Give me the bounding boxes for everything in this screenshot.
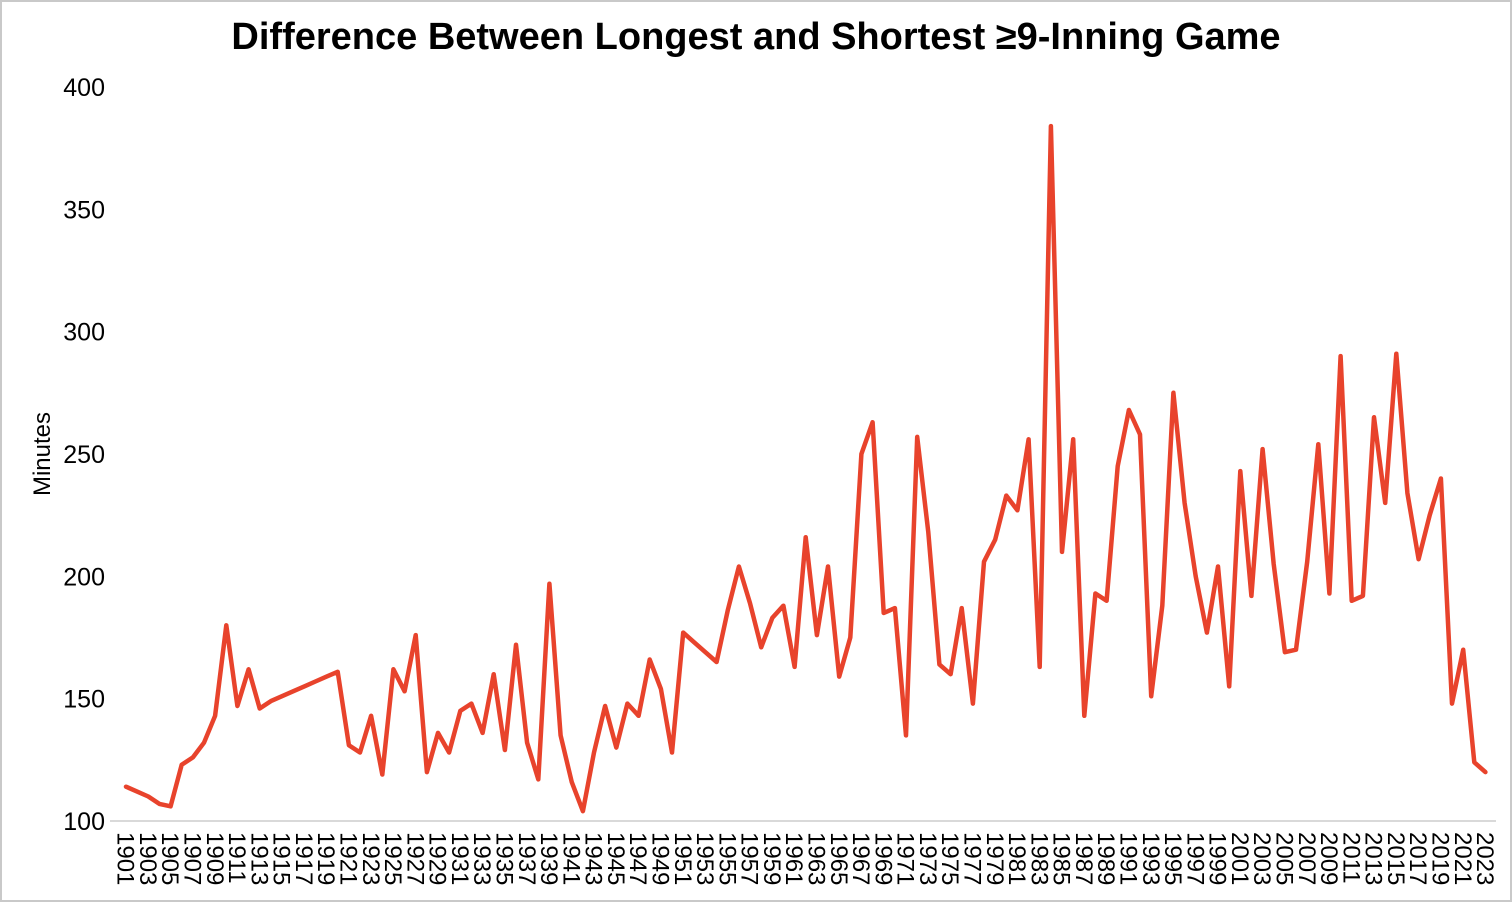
y-tick-label: 100 [63, 808, 105, 836]
x-tick-label: 1999 [1204, 832, 1231, 885]
x-tick-label: 1973 [914, 832, 941, 885]
x-tick-label: 2009 [1315, 832, 1342, 885]
data-line [123, 123, 1488, 814]
x-tick-label: 1951 [669, 832, 696, 885]
x-tick-label: 1915 [268, 832, 295, 885]
x-tick-label: 1965 [825, 832, 852, 885]
x-tick-label: 1985 [1048, 832, 1075, 885]
x-tick-label: 2011 [1337, 832, 1364, 884]
x-tick-label: 1971 [892, 832, 919, 885]
x-tick-label: 1947 [624, 832, 651, 885]
x-tick-label: 1987 [1070, 832, 1097, 885]
y-tick-label: 200 [63, 563, 105, 591]
x-tick-label: 1983 [1025, 832, 1052, 885]
x-tick-label: 1993 [1137, 832, 1164, 885]
x-tick-label: 1963 [802, 832, 829, 885]
x-tick-label: 1957 [736, 832, 763, 885]
chart-title: Difference Between Longest and Shortest … [231, 16, 1281, 58]
x-tick-label: 1939 [535, 832, 562, 885]
x-tick-label: 1991 [1114, 832, 1141, 885]
x-tick-label: 1929 [424, 832, 451, 885]
y-tick-label: 300 [63, 319, 105, 347]
x-tick-label: 1919 [312, 832, 339, 885]
x-tick-label: 2017 [1404, 832, 1431, 885]
x-tick-label: 1917 [290, 832, 317, 885]
x-tick-label: 1953 [691, 832, 718, 885]
x-tick-label: 1931 [446, 832, 473, 885]
y-tick-label: 350 [63, 196, 105, 224]
x-tick-label: 1959 [758, 832, 785, 885]
x-tick-label: 1961 [780, 832, 807, 885]
x-tick-label: 1933 [468, 832, 495, 885]
x-tick-label: 1967 [847, 832, 874, 885]
x-tick-label: 1977 [958, 832, 985, 885]
x-tick-label: 2001 [1226, 832, 1253, 885]
x-tick-label: 1909 [201, 832, 228, 885]
x-tick-label: 1937 [513, 832, 540, 885]
x-tick-label: 2015 [1382, 832, 1409, 885]
x-tick-label: 2019 [1426, 832, 1453, 885]
x-tick-label: 1903 [134, 832, 161, 885]
x-tick-label: 1997 [1181, 832, 1208, 885]
x-tick-label: 1911 [223, 832, 250, 884]
x-tick-label: 1941 [557, 832, 584, 885]
x-tick-label: 2003 [1248, 832, 1275, 885]
x-tick-label: 1995 [1159, 832, 1186, 885]
x-tick-label: 2023 [1471, 832, 1498, 885]
x-tick-label: 1923 [357, 832, 384, 885]
x-tick-label: 1921 [334, 832, 361, 885]
x-tick-label: 1969 [869, 832, 896, 885]
x-tick-label: 1955 [713, 832, 740, 885]
x-tick-label: 1901 [112, 832, 139, 885]
y-tick-label: 250 [63, 441, 105, 469]
x-tick-label: 1979 [981, 832, 1008, 885]
x-tick-label: 1905 [156, 832, 183, 885]
x-tick-label: 1913 [245, 832, 272, 885]
x-tick-label: 1975 [936, 832, 963, 885]
x-tick-label: 1945 [602, 832, 629, 885]
x-tick-label: 1925 [379, 832, 406, 885]
x-tick-label: 2005 [1270, 832, 1297, 885]
x-tick-label: 1981 [1003, 832, 1030, 885]
x-tick-label: 2021 [1449, 832, 1476, 885]
x-tick-label: 1935 [490, 832, 517, 885]
x-tick-label: 1927 [401, 832, 428, 885]
x-tick-label: 1949 [646, 832, 673, 885]
x-tick-label: 2013 [1360, 832, 1387, 885]
y-tick-label: 150 [63, 686, 105, 714]
x-tick-label: 1907 [178, 832, 205, 885]
x-tick-label: 1989 [1092, 832, 1119, 885]
y-tick-label: 400 [63, 74, 105, 102]
x-tick-label: 1943 [580, 832, 607, 885]
x-tick-label: 2007 [1293, 832, 1320, 885]
